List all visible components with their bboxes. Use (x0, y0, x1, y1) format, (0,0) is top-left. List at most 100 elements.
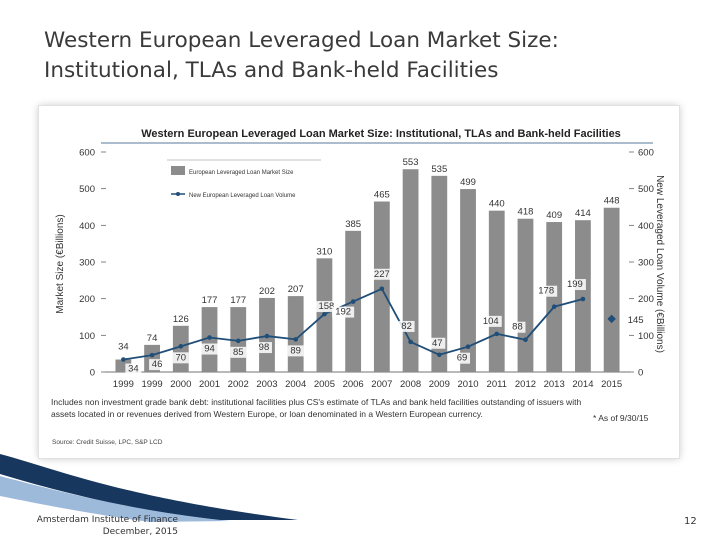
bar-value-label: 499 (460, 177, 476, 188)
bar-value-label: 177 (230, 295, 246, 306)
x-axis-tick-label: 2001 (199, 379, 220, 390)
bar-value-label: 553 (403, 157, 419, 168)
y-axis-tick-label: 200 (79, 294, 95, 305)
bar (603, 207, 620, 372)
line-value-label: 46 (152, 359, 163, 370)
x-axis-tick-label: 2000 (170, 379, 191, 390)
y-axis-tick-label: 400 (79, 221, 95, 232)
line-value-label: 85 (233, 347, 244, 358)
line-point (264, 333, 270, 339)
y2-axis-tick-label: 300 (638, 258, 654, 269)
bar (517, 218, 534, 372)
bar-value-label: 414 (575, 208, 591, 219)
y-axis-tick-label: 0 (90, 368, 95, 379)
line-point (379, 286, 385, 292)
y-axis-tick-label: 600 (79, 148, 95, 159)
y-axis-tick-label: 100 (79, 331, 95, 342)
bar-value-label: 207 (288, 284, 304, 295)
line-point (523, 337, 528, 343)
line-value-label-bg (563, 279, 586, 291)
line-value-label-bg (332, 306, 355, 318)
bar-value-label: 385 (345, 219, 361, 230)
y-axis-tick-label: 300 (79, 258, 95, 269)
line-value-label-bg (255, 342, 272, 354)
line-value-label-bg (201, 343, 218, 355)
x-axis-tick-label: 1999 (142, 379, 163, 390)
chart-note: Includes non investment grade bank debt:… (51, 397, 582, 419)
slide-title-line-1: Western European Leveraged Loan Market S… (44, 28, 559, 53)
line-value-label: 178 (538, 286, 554, 297)
line-value-label: 145 (628, 315, 644, 326)
x-axis-tick-label: 2002 (228, 379, 249, 390)
bar (488, 210, 505, 372)
line-value-label: 34 (128, 364, 139, 375)
line-value-label: 98 (259, 342, 270, 353)
decorative-swoosh (0, 454, 298, 522)
line-value-label-bg (509, 321, 526, 333)
line-point (580, 296, 586, 302)
x-axis-tick-label: 2003 (256, 379, 277, 390)
line-value-label: 192 (335, 307, 351, 318)
line-value-label: 47 (432, 338, 443, 349)
x-axis-tick-label: 2004 (285, 379, 306, 390)
y2-axis-tick-label: 600 (638, 148, 654, 159)
legend-label-line: New European Leveraged Loan Volume (189, 193, 296, 199)
leveraged-loan-chart: Western European Leveraged Loan Market S… (51, 128, 665, 446)
x-axis-tick-label: 2005 (314, 379, 335, 390)
y2-axis-tick-label: 0 (638, 368, 643, 379)
bar-value-label: 465 (374, 190, 390, 201)
line-point (437, 352, 442, 358)
bar-value-label: 34 (118, 342, 129, 353)
x-axis-tick-label: 2015 (601, 379, 622, 390)
x-axis-tick-label: 2010 (457, 379, 478, 390)
x-axis-tick-label: 2014 (572, 379, 593, 390)
y-axis-tick-label: 500 (79, 184, 95, 195)
chart-legend: European Leveraged Loan Market Size New E… (167, 159, 321, 199)
bar (431, 175, 448, 372)
line-value-label-bg (149, 359, 166, 371)
x-axis-tick-label: 2009 (429, 379, 450, 390)
line-value-label-bg (287, 345, 304, 357)
line-value-label-bg (398, 320, 415, 332)
line-point (350, 299, 356, 304)
y2-axis-tick-label: 400 (638, 221, 654, 232)
bar-value-label: 535 (431, 164, 447, 175)
line-value-label-bg (624, 314, 647, 326)
line-point (465, 344, 471, 349)
line-point (551, 304, 557, 310)
line-value-label: 89 (290, 345, 301, 356)
x-axis-tick-label: 1999 (113, 379, 134, 390)
x-axis-tick-label: 2013 (544, 379, 565, 390)
line-point (494, 331, 500, 337)
footer-institution: Amsterdam Institute of Finance December,… (26, 514, 178, 538)
y2-axis-tick-label: 100 (638, 331, 654, 342)
y2-axis-tick-label: 500 (638, 184, 654, 195)
footer-date: December, 2015 (102, 527, 178, 537)
bar-value-label: 74 (147, 333, 158, 344)
bar-value-label: 409 (546, 210, 562, 221)
bar-value-label: 448 (604, 196, 620, 207)
legend-swatch-bar (171, 166, 185, 175)
line-value-label-bg (429, 337, 446, 349)
chart-footnote: * As of 9/30/15 (593, 413, 649, 423)
x-axis-tick-label: 2011 (487, 379, 507, 390)
bar-value-label: 202 (259, 286, 275, 297)
bar-value-label: 177 (202, 295, 218, 306)
slide-title: Western European Leveraged Loan Market S… (44, 26, 684, 86)
line-value-label-bg (172, 352, 189, 364)
bar (575, 220, 591, 372)
line-point (207, 335, 212, 340)
legend-label-bar: European Leveraged Loan Market Size (189, 170, 294, 176)
bar-value-label: 126 (173, 314, 189, 325)
line-value-label: 94 (204, 344, 215, 355)
line-value-label-bg (315, 301, 338, 313)
x-axis-tick-label: 2006 (343, 379, 364, 390)
line-point (293, 337, 298, 342)
line-value-label: 82 (401, 321, 412, 332)
line-value-label: 104 (483, 316, 499, 327)
x-axis-tick-label: 2007 (371, 379, 392, 390)
line-value-label-bg (230, 346, 247, 358)
bar (546, 222, 563, 372)
line-value-label: 158 (318, 301, 334, 312)
bar-value-label: 418 (518, 207, 534, 218)
